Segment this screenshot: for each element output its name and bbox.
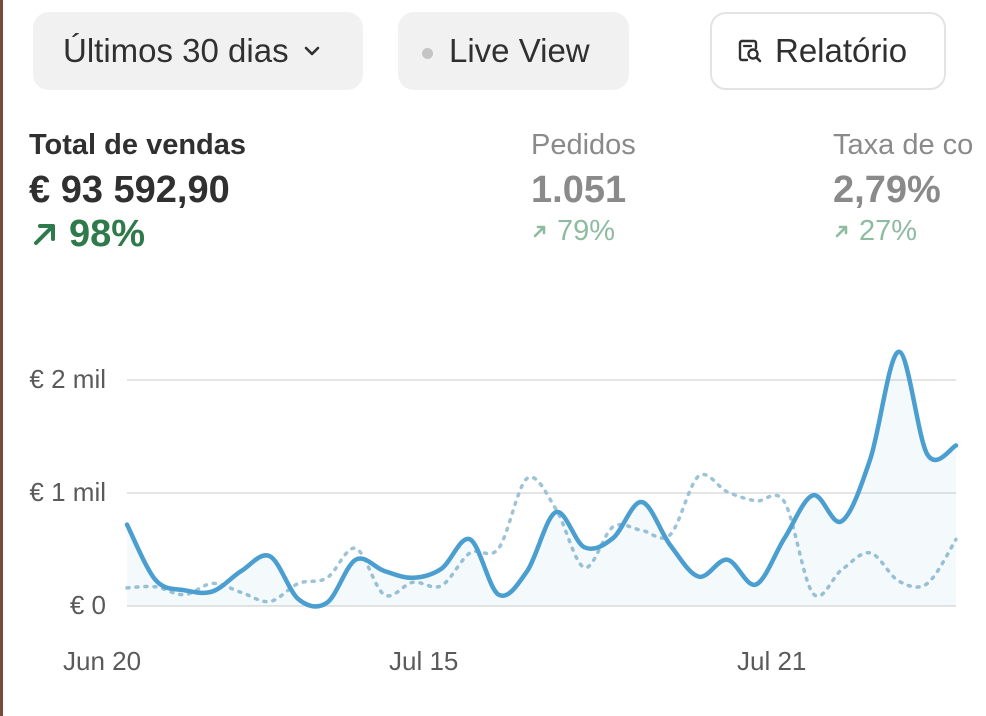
metric-label: Taxa de co [833, 129, 974, 161]
sales-line-chart [124, 349, 959, 609]
primary-series-area [127, 351, 956, 607]
metric-orders[interactable]: Pedidos 1.051 79% [531, 128, 636, 250]
report-search-icon [738, 39, 762, 63]
x-tick-label: Jul 15 [389, 646, 459, 676]
y-tick-label: € 0 [69, 590, 106, 620]
metric-change: 98% [29, 212, 246, 256]
live-view-label: Live View [449, 32, 590, 69]
metric-change: 27% [833, 212, 986, 250]
metric-value: € 93 592,90 [29, 169, 230, 211]
date-range-label: Últimos 30 dias [63, 32, 289, 69]
metric-change-value: 79% [557, 215, 616, 247]
left-edge [0, 0, 3, 716]
live-view-button[interactable]: Live View [398, 12, 629, 90]
report-label: Relatório [775, 32, 908, 69]
metric-change: 79% [531, 212, 636, 250]
metric-total-sales[interactable]: Total de vendas € 93 592,90 98% [29, 128, 246, 256]
arrow-up-right-icon [533, 225, 546, 238]
metric-conversion-rate[interactable]: Taxa de co 2,79% 27% [833, 128, 986, 250]
arrow-up-right-icon [835, 225, 848, 238]
sales-chart[interactable]: € 0 € 1 mil € 2 mil Jun 20 Jul 15 Jul 21 [0, 300, 986, 716]
metric-label: Total de vendas [29, 129, 247, 161]
report-button[interactable]: Relatório [710, 12, 946, 90]
metric-value: 1.051 [531, 169, 627, 211]
y-tick-label: € 1 mil [29, 477, 106, 507]
arrow-up-right-icon [34, 224, 55, 245]
y-tick-label: € 2 mil [29, 364, 106, 394]
status-dot-icon [422, 47, 433, 59]
metric-change-value: 27% [859, 215, 918, 247]
x-tick-label: Jun 20 [63, 646, 142, 676]
primary-series-line [124, 349, 959, 609]
comparison-series-line [125, 472, 958, 604]
metric-change-value: 98% [69, 213, 146, 255]
x-tick-label: Jul 21 [737, 646, 807, 676]
metric-label: Pedidos [531, 129, 636, 161]
date-range-button[interactable]: Últimos 30 dias [33, 12, 363, 90]
chevron-down-icon [304, 46, 319, 56]
metric-value: 2,79% [833, 169, 941, 211]
